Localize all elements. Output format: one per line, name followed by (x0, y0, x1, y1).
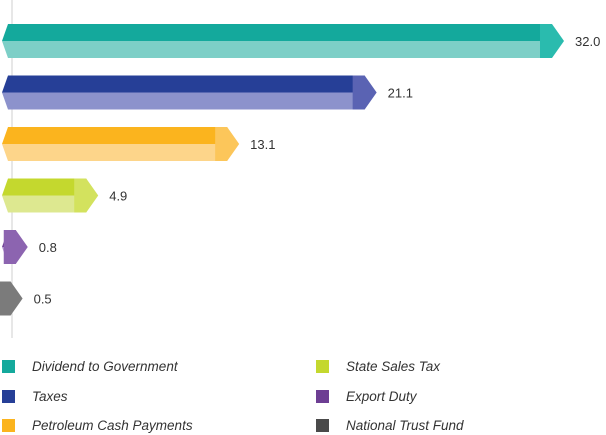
legend-item-petroleum-cash-payments: Petroleum Cash Payments (2, 415, 193, 435)
bar-taxes: 21.1 (2, 75, 413, 110)
bar-end-cap (74, 178, 99, 213)
bar-top-face (2, 75, 365, 93)
legend-item-national-trust-fund: National Trust Fund (316, 415, 464, 435)
bar-bottom-face (2, 144, 228, 161)
bar-top-face (2, 127, 228, 144)
bar-bottom-face (2, 195, 87, 213)
value-label: 32.0 (575, 34, 600, 49)
legend-swatch-icon (2, 359, 15, 373)
bar-end-cap (540, 24, 564, 58)
legend-label: Export Duty (346, 388, 417, 404)
bar-end-cap (352, 75, 377, 110)
bar-end-cap (215, 127, 240, 161)
bar-bottom-face (2, 92, 365, 110)
legend-swatch-icon (316, 359, 329, 373)
legend-item-taxes: Taxes (2, 386, 68, 406)
legend-swatch-icon (2, 418, 15, 432)
legend-item-dividend-to-government: Dividend to Government (2, 356, 178, 376)
bar-top-face (2, 178, 87, 196)
bar-bottom-face (2, 41, 552, 58)
bar-national-trust-fund: 0.5 (0, 281, 52, 316)
legend-item-export-duty: Export Duty (316, 386, 417, 406)
legend-label: Taxes (32, 388, 68, 404)
value-label: 0.8 (39, 240, 57, 255)
value-label: 0.5 (34, 292, 52, 307)
legend-swatch-icon (2, 389, 15, 403)
bar-dividend-to-government: 32.0 (2, 24, 600, 58)
legend-label: State Sales Tax (346, 358, 441, 374)
legend: Dividend to Government Taxes Petroleum C… (0, 352, 606, 434)
legend-label: National Trust Fund (346, 417, 464, 433)
legend-swatch-icon (316, 389, 329, 403)
bar-end-cap (3, 230, 28, 264)
legend-item-state-sales-tax: State Sales Tax (316, 356, 440, 376)
bar-state-sales-tax: 4.9 (2, 178, 127, 213)
bar-export-duty: 0.8 (2, 230, 57, 264)
value-label: 13.1 (250, 137, 275, 152)
bars-group: 32.0 21.1 13.1 4.9 0.8 0.5 (0, 24, 600, 316)
legend-label: Petroleum Cash Payments (32, 417, 193, 433)
value-label: 4.9 (109, 189, 127, 204)
bar-chart: 32.0 21.1 13.1 4.9 0.8 0.5 (0, 0, 600, 338)
bar-petroleum-cash-payments: 13.1 (2, 127, 275, 161)
bar-top-face (2, 24, 552, 41)
legend-swatch-icon (316, 418, 329, 432)
value-label: 21.1 (388, 86, 413, 101)
bar-end-cap (0, 281, 23, 316)
legend-label: Dividend to Government (32, 358, 178, 374)
